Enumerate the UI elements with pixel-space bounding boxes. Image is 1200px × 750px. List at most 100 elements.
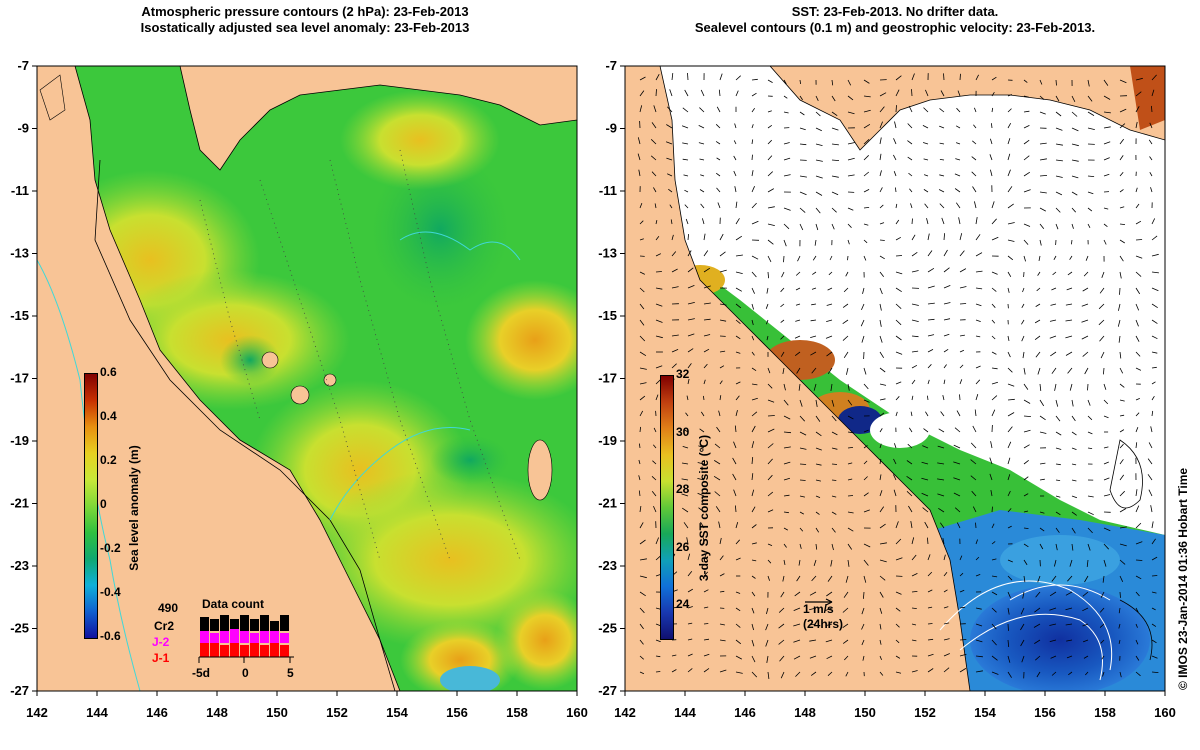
velocity-arrow (815, 399, 818, 407)
velocity-arrow (783, 207, 791, 211)
velocity-arrow (975, 655, 983, 658)
velocity-arrow (847, 157, 855, 161)
velocity-arrow (1065, 591, 1073, 596)
velocity-arrow (927, 623, 933, 625)
velocity-arrow (895, 236, 901, 241)
velocity-arrow (991, 287, 997, 292)
velocity-arrow (975, 335, 981, 338)
velocity-arrow (809, 623, 817, 626)
sat-j1-label: J-1 (152, 651, 170, 665)
velocity-arrow (767, 509, 774, 513)
velocity-arrow (639, 443, 641, 449)
velocity-arrow (927, 233, 930, 241)
velocity-arrow (895, 607, 901, 612)
velocity-arrow (815, 191, 823, 196)
velocity-arrow (782, 575, 785, 582)
velocity-arrow (939, 108, 945, 113)
velocity-arrow (811, 367, 817, 374)
colorbar-tick-label: -0.2 (100, 541, 121, 555)
velocity-arrow (782, 367, 785, 374)
velocity-arrow (1051, 287, 1057, 291)
velocity-arrow (1151, 639, 1157, 644)
velocity-arrow (971, 156, 977, 161)
velocity-arrow (783, 461, 791, 465)
velocity-arrow (767, 79, 773, 83)
velocity-arrow (639, 287, 645, 293)
velocity-arrow (847, 462, 853, 465)
velocity-arrow (1119, 414, 1125, 417)
velocity-arrow (1087, 527, 1093, 534)
velocity-arrow (1101, 655, 1105, 660)
velocity-arrow (862, 655, 865, 661)
left-axes: -7 -9 -11 -13 -15 -17 -19 -21 -23 -25 -27 142 144 146… (10, 58, 588, 720)
velocity-arrow (895, 287, 902, 293)
velocity-arrow (1023, 110, 1030, 113)
velocity-arrow (751, 351, 755, 356)
velocity-arrow (847, 142, 855, 145)
velocity-arrow (687, 234, 689, 241)
velocity-arrow (863, 171, 870, 177)
velocity-arrow (1071, 207, 1077, 213)
velocity-arrow (1071, 143, 1079, 147)
velocity-arrow (975, 217, 978, 225)
velocity-arrow (1065, 303, 1073, 306)
velocity-arrow (1151, 74, 1157, 81)
velocity-arrow (653, 187, 657, 193)
velocity-arrow (923, 189, 929, 193)
velocity-arrow (911, 251, 918, 257)
velocity-arrow (735, 607, 741, 612)
left-title-line1: Atmospheric pressure contours (2 hPa): 2… (141, 4, 469, 19)
velocity-arrow (831, 111, 838, 117)
velocity-arrow (991, 76, 997, 81)
velocity-arrow (651, 171, 657, 177)
velocity-arrow (1033, 623, 1041, 628)
velocity-arrow (1039, 399, 1045, 407)
velocity-arrow (911, 639, 917, 642)
sat-j2-label: J-2 (152, 635, 170, 649)
x-tick-label: 158 (506, 705, 528, 720)
velocity-arrow (735, 319, 741, 325)
velocity-arrow (1081, 319, 1089, 323)
velocity-arrow (767, 575, 770, 581)
velocity-arrow (863, 255, 867, 261)
velocity-arrow (1071, 543, 1074, 551)
velocity-arrow (638, 169, 641, 177)
velocity-arrow (879, 607, 883, 614)
velocity-arrow (687, 638, 693, 641)
velocity-arrow (939, 522, 945, 529)
velocity-arrow (1151, 235, 1158, 241)
velocity-arrow (959, 250, 965, 257)
right-colorbar-label: 3-day SST composite (°C) (697, 434, 711, 582)
velocity-arrow (1071, 447, 1077, 450)
velocity-arrow (831, 191, 839, 196)
velocity-arrow (879, 474, 882, 481)
velocity-arrow (842, 319, 849, 325)
velocity-arrow (809, 591, 817, 596)
velocity-arrow (1135, 559, 1143, 561)
velocity-arrow (1055, 495, 1061, 498)
velocity-arrow (1135, 303, 1140, 311)
velocity-arrow (639, 202, 643, 209)
velocity-arrow (1119, 206, 1125, 209)
velocity-arrow (783, 494, 790, 497)
velocity-arrow (1148, 139, 1153, 145)
velocity-arrow (1007, 474, 1011, 481)
velocity-arrow (699, 107, 705, 113)
velocity-arrow (991, 91, 995, 97)
velocity-arrow (895, 396, 900, 401)
velocity-arrow (925, 89, 929, 97)
velocity-arrow (1084, 575, 1089, 583)
velocity-arrow (783, 399, 789, 406)
velocity-arrow (972, 186, 977, 193)
velocity-arrow (927, 589, 933, 593)
velocity-arrow (893, 474, 897, 481)
velocity-arrow (1007, 222, 1015, 225)
velocity-arrow (703, 267, 711, 273)
velocity-arrow (719, 395, 722, 401)
velocity-arrow (942, 395, 945, 401)
velocity-arrow (990, 490, 993, 497)
velocity-arrow (732, 473, 737, 481)
velocity-arrow (702, 537, 705, 545)
velocity-arrow (895, 623, 900, 628)
velocity-arrow (1081, 335, 1089, 340)
